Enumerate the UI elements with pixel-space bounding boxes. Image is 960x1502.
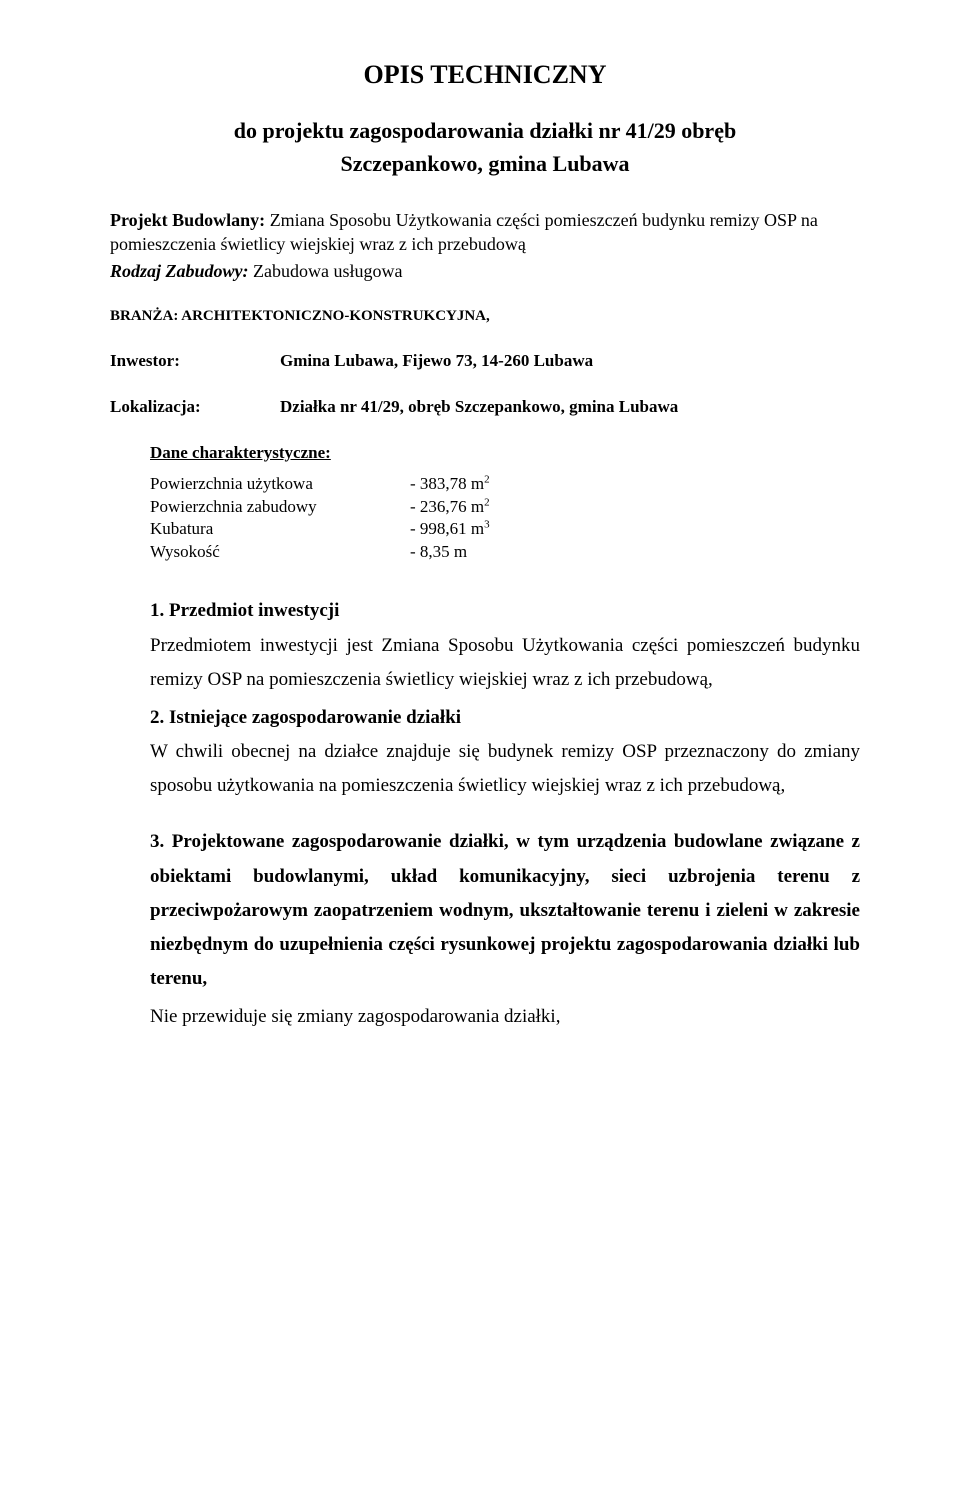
document-subtitle: do projektu zagospodarowania działki nr … — [110, 114, 860, 180]
item-heading: 3. Projektowane zagospodarowanie działki… — [150, 825, 860, 996]
list-item-3: 3. Projektowane zagospodarowanie działki… — [150, 825, 860, 1034]
subtitle-line-2: Szczepankowo, gmina Lubawa — [340, 151, 629, 176]
dane-row: Powierzchnia użytkowa - 383,78 m2 — [150, 473, 860, 496]
rodzaj-value: Zabudowa usługowa — [253, 261, 402, 281]
document-title: OPIS TECHNICZNY — [110, 60, 860, 90]
dane-value: - 236,76 m2 — [410, 496, 490, 519]
dane-value: - 383,78 m2 — [410, 473, 490, 496]
list-item-1: 1. Przedmiot inwestycji Przedmiotem inwe… — [150, 594, 860, 697]
dane-row: Wysokość - 8,35 m — [150, 541, 860, 564]
dane-value: - 8,35 m — [410, 541, 467, 564]
branza-line: BRANŻA: ARCHITEKTONICZNO-KONSTRUKCYJNA, — [110, 308, 860, 325]
item-heading: 1. Przedmiot inwestycji — [150, 594, 860, 628]
dane-label: Wysokość — [150, 541, 410, 564]
item-heading-text: Projektowane zagospodarowanie działki, w… — [150, 831, 860, 989]
lokalizacja-row: Lokalizacja: Działka nr 41/29, obręb Szc… — [110, 397, 860, 417]
rodzaj-label: Rodzaj Zabudowy: — [110, 261, 253, 281]
dane-label: Powierzchnia zabudowy — [150, 496, 410, 519]
lokalizacja-key: Lokalizacja: — [110, 397, 280, 417]
item-heading: 2. Istniejące zagospodarowanie działki — [150, 701, 860, 735]
item-body: Nie przewiduje się zmiany zagospodarowan… — [150, 1000, 860, 1034]
dane-value: - 998,61 m3 — [410, 518, 490, 541]
inwestor-row: Inwestor: Gmina Lubawa, Fijewo 73, 14-26… — [110, 351, 860, 371]
item-number: 1. — [150, 600, 164, 621]
document-page: OPIS TECHNICZNY do projektu zagospodarow… — [0, 0, 960, 1502]
dane-row: Powierzchnia zabudowy - 236,76 m2 — [150, 496, 860, 519]
dane-row: Kubatura - 998,61 m3 — [150, 518, 860, 541]
spacer — [150, 807, 860, 825]
item-heading-text: Przedmiot inwestycji — [164, 600, 339, 621]
item-body: W chwili obecnej na działce znajduje się… — [150, 735, 860, 803]
item-number: 2. — [150, 707, 164, 728]
item-number: 3. — [150, 831, 164, 852]
dane-label: Powierzchnia użytkowa — [150, 473, 410, 496]
lokalizacja-value: Działka nr 41/29, obręb Szczepankowo, gm… — [280, 397, 678, 417]
inwestor-value: Gmina Lubawa, Fijewo 73, 14-260 Lubawa — [280, 351, 593, 371]
item-heading-text: Istniejące zagospodarowanie działki — [164, 707, 461, 728]
project-label: Projekt Budowlany: — [110, 210, 270, 230]
project-line: Projekt Budowlany: Zmiana Sposobu Użytko… — [110, 208, 860, 257]
dane-label: Kubatura — [150, 518, 410, 541]
item-body: Przedmiotem inwestycji jest Zmiana Sposo… — [150, 629, 860, 697]
inwestor-key: Inwestor: — [110, 351, 280, 371]
dane-heading: Dane charakterystyczne: — [150, 443, 860, 463]
list-item-2: 2. Istniejące zagospodarowanie działki W… — [150, 701, 860, 804]
rodzaj-line: Rodzaj Zabudowy: Zabudowa usługowa — [110, 261, 860, 282]
dane-block: Powierzchnia użytkowa - 383,78 m2 Powier… — [150, 473, 860, 565]
subtitle-line-1: do projektu zagospodarowania działki nr … — [234, 118, 736, 143]
numbered-list: 1. Przedmiot inwestycji Przedmiotem inwe… — [150, 594, 860, 1034]
